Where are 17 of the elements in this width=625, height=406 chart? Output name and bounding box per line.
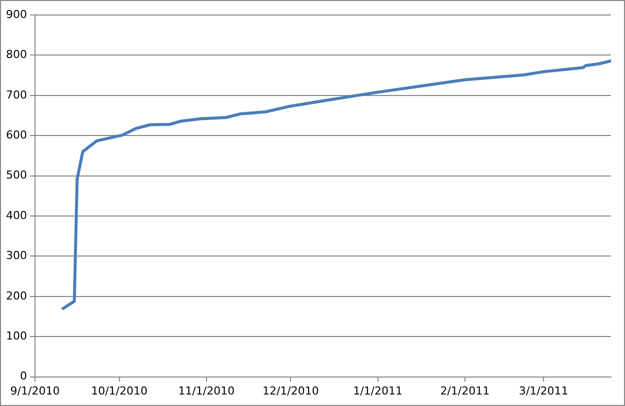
y-tick-label: 500 (6, 168, 27, 182)
x-tick-label: 3/1/2011 (518, 384, 568, 398)
x-tick-label: 12/1/2010 (262, 384, 319, 398)
y-tick-label: 800 (6, 48, 27, 62)
y-tick-label: 300 (6, 249, 27, 262)
y-tick-label: 200 (6, 289, 27, 302)
x-tick-label: 2/1/2011 (440, 384, 490, 398)
y-tick-label: 0 (20, 370, 27, 383)
x-tick-label: 10/1/2010 (91, 384, 148, 398)
x-tick-label: 9/1/2010 (10, 384, 60, 398)
x-tick-label: 1/1/2011 (353, 384, 402, 398)
y-tick-label: 100 (6, 329, 27, 342)
y-tick-label: 400 (6, 208, 27, 222)
y-tick-label: 600 (6, 128, 27, 142)
y-tick-label: 700 (6, 88, 27, 102)
y-tick-label: 900 (6, 8, 27, 21)
x-tick-label: 11/1/2010 (178, 384, 235, 398)
